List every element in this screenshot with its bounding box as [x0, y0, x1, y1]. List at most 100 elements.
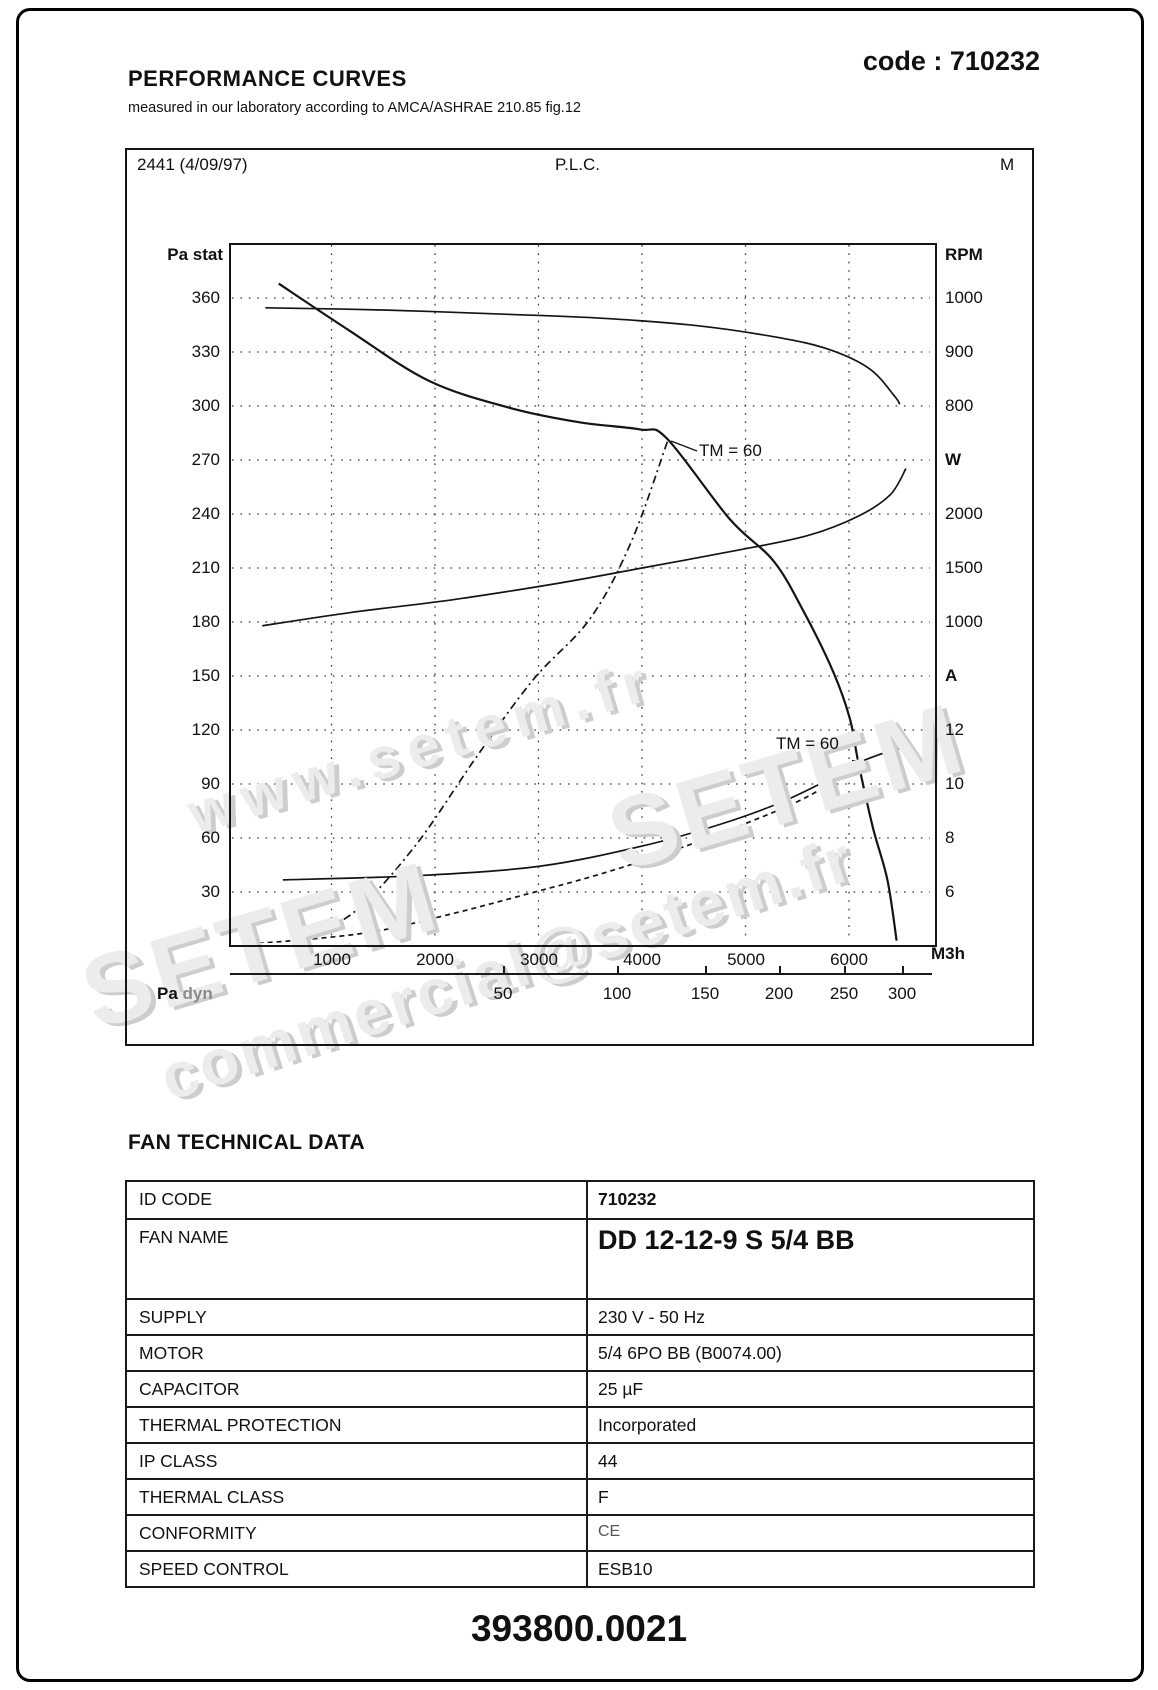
left-axis-tick-120: 120 [191, 720, 220, 739]
right-axis-label-a: A [945, 666, 958, 685]
chart-ref-number: 2441 (4/09/97) [137, 155, 248, 174]
chart-gridlines [229, 243, 933, 943]
table-row-supply: SUPPLY 230 V - 50 Hz [127, 1300, 1033, 1336]
right-axis-label-1000: 1000 [945, 612, 983, 631]
pa-dyn-tick-250: 250 [829, 984, 859, 1003]
tm60-lower-annotation: TM = 60 [776, 734, 839, 753]
left-axis-tick-90: 90 [201, 774, 220, 793]
x-axis-tick-2000: 2000 [416, 950, 454, 969]
pa-dyn-tickmark-200 [779, 966, 781, 974]
right-axis-label-1000: 1000 [945, 288, 983, 307]
row-label: THERMAL CLASS [127, 1480, 588, 1514]
left-axis-tick-180: 180 [191, 612, 220, 631]
fan-technical-data-table: ID CODE 710232 FAN NAME DD 12-12-9 S 5/4 BB… [125, 1180, 1035, 1588]
chart-header-center: P.L.C. [554, 155, 601, 174]
row-value: F [598, 1487, 609, 1507]
pa-dyn-tickmark-50 [503, 966, 505, 974]
right-axis-label-12: 12 [945, 720, 964, 739]
right-axis-label-10: 10 [945, 774, 964, 793]
left-axis-tick-330: 330 [191, 342, 220, 361]
row-label: ID CODE [127, 1182, 588, 1218]
pa-dyn-tickmark-100 [617, 966, 619, 974]
table-row-fan-name: FAN NAME DD 12-12-9 S 5/4 BB [127, 1220, 1033, 1300]
row-value: Incorporated [598, 1415, 697, 1435]
row-value: 710232 [598, 1189, 657, 1209]
row-label: SUPPLY [127, 1300, 588, 1334]
curve-current [282, 746, 903, 881]
row-value: 5/4 6PO BB (B0074.00) [598, 1343, 782, 1363]
page-subtitle: measured in our laboratory according to … [128, 100, 581, 116]
left-axis-tick-300: 300 [191, 396, 220, 415]
x-axis-tick-6000: 6000 [830, 950, 868, 969]
chart-header-right: M [1000, 155, 1015, 174]
table-row-capacitor: CAPACITOR 25 µF [127, 1372, 1033, 1408]
right-axis-label-2000: 2000 [945, 504, 983, 523]
pa-dyn-sub: dyn [182, 984, 213, 1003]
tm60-operating-point-marker [852, 760, 861, 769]
left-axis-tick-360: 360 [191, 288, 220, 307]
left-axis-tick-240: 240 [191, 504, 220, 523]
table-heading: FAN TECHNICAL DATA [128, 1131, 366, 1154]
document-number: 393800.0021 [470, 1608, 688, 1649]
table-row-thermal-class: THERMAL CLASS F [127, 1480, 1033, 1516]
pa-dyn-tickmark-300 [902, 966, 904, 974]
table-row-thermal-protection: THERMAL PROTECTION Incorporated [127, 1408, 1033, 1444]
row-value: 25 µF [598, 1379, 644, 1399]
left-axis-tick-270: 270 [191, 450, 220, 469]
pa-dyn-tick-50: 50 [493, 984, 513, 1003]
table-row-id-code: ID CODE 710232 [127, 1182, 1033, 1220]
row-label: MOTOR [127, 1336, 588, 1370]
pa-dyn-tickmark-250 [844, 966, 846, 974]
right-axis-label-800: 800 [945, 396, 974, 415]
x-axis-tick-5000: 5000 [727, 950, 765, 969]
left-axis-title: Pa stat [167, 245, 223, 264]
pa-dyn-axis-title: Pa dyn [157, 984, 213, 1004]
product-code: code : 710232 [862, 46, 1040, 76]
table-row-conformity: CONFORMITY CE [127, 1516, 1033, 1552]
table-row-speed-control: SPEED CONTROL ESB10 [127, 1552, 1033, 1586]
pa-dyn-tick-300: 300 [887, 984, 917, 1003]
curve-power-input [262, 468, 907, 627]
left-axis-tick-60: 60 [201, 828, 220, 847]
row-value: DD 12-12-9 S 5/4 BB [598, 1225, 855, 1255]
pa-dyn-tickmark-150 [705, 966, 707, 974]
row-label: IP CLASS [127, 1444, 588, 1478]
row-value: 44 [598, 1451, 618, 1471]
curve-rotation-speed [265, 306, 901, 405]
pa-dyn-tick-100: 100 [602, 984, 632, 1003]
pa-dyn-tick-200: 200 [764, 984, 794, 1003]
right-axis-title: RPM [945, 245, 983, 264]
row-label: THERMAL PROTECTION [127, 1408, 588, 1442]
row-value: 230 V - 50 Hz [598, 1307, 705, 1327]
curve-static-pressure [278, 282, 898, 941]
row-label: CAPACITOR [127, 1372, 588, 1406]
chart-curves [229, 243, 933, 946]
right-axis-label-1500: 1500 [945, 558, 983, 577]
pa-dyn-main: Pa [157, 984, 178, 1003]
row-label: SPEED CONTROL [127, 1552, 588, 1586]
curve-tm-60-limit [293, 439, 669, 942]
x-axis-tick-4000: 4000 [623, 950, 661, 969]
x-axis-tick-3000: 3000 [520, 950, 558, 969]
curve-dynamic-pressure [249, 765, 857, 946]
pa-dyn-axis-line [230, 973, 932, 975]
right-axis-label-w: W [945, 450, 962, 469]
right-axis-label-900: 900 [945, 342, 974, 361]
tm60-upper-annotation: TM = 60 [699, 441, 762, 460]
left-axis-tick-210: 210 [191, 558, 220, 577]
row-value: CE [598, 1523, 621, 1540]
row-label: CONFORMITY [127, 1516, 588, 1550]
row-label: FAN NAME [127, 1220, 588, 1298]
left-axis-tick-30: 30 [201, 882, 220, 901]
table-row-ip-class: IP CLASS 44 [127, 1444, 1033, 1480]
table-row-motor: MOTOR 5/4 6PO BB (B0074.00) [127, 1336, 1033, 1372]
page-title: PERFORMANCE CURVES [128, 66, 407, 91]
pa-dyn-tick-150: 150 [690, 984, 720, 1003]
x-axis-tick-1000: 1000 [313, 950, 351, 969]
left-axis-tick-150: 150 [191, 666, 220, 685]
row-value: ESB10 [598, 1559, 653, 1579]
right-axis-label-6: 6 [945, 882, 955, 901]
right-axis-label-8: 8 [945, 828, 955, 847]
x-axis-unit: M3h [931, 944, 965, 963]
